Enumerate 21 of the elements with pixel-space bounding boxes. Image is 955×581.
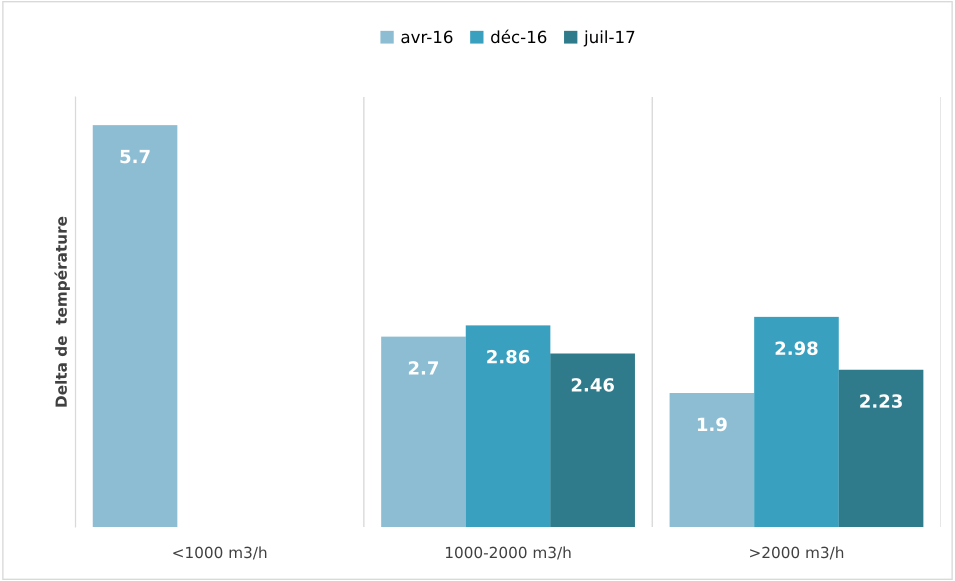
bar (92, 125, 178, 527)
bar (466, 325, 550, 527)
bar (550, 354, 635, 527)
data-label: 2.7 (408, 361, 438, 375)
legend-label: avr-16 (401, 30, 452, 44)
legend-label: déc-16 (491, 30, 546, 44)
data-label: 1.9 (698, 418, 727, 432)
data-label: 2.98 (776, 341, 818, 356)
data-label: 2.86 (487, 350, 530, 364)
x-tick-label: 1000-2000 m3/h (446, 546, 571, 560)
bar (838, 370, 924, 527)
legend-label: juil-17 (584, 30, 634, 46)
y-axis-title: Delta de température (54, 216, 70, 407)
data-label: 2.46 (572, 378, 614, 392)
bar (670, 393, 754, 527)
data-label: 2.23 (860, 394, 902, 408)
x-tick-label: <1000 m3/h (173, 546, 266, 560)
data-label: 5.7 (120, 150, 150, 164)
bar (381, 336, 466, 527)
x-tick-label: >2000 m3/h (750, 546, 844, 560)
bar (754, 316, 839, 527)
